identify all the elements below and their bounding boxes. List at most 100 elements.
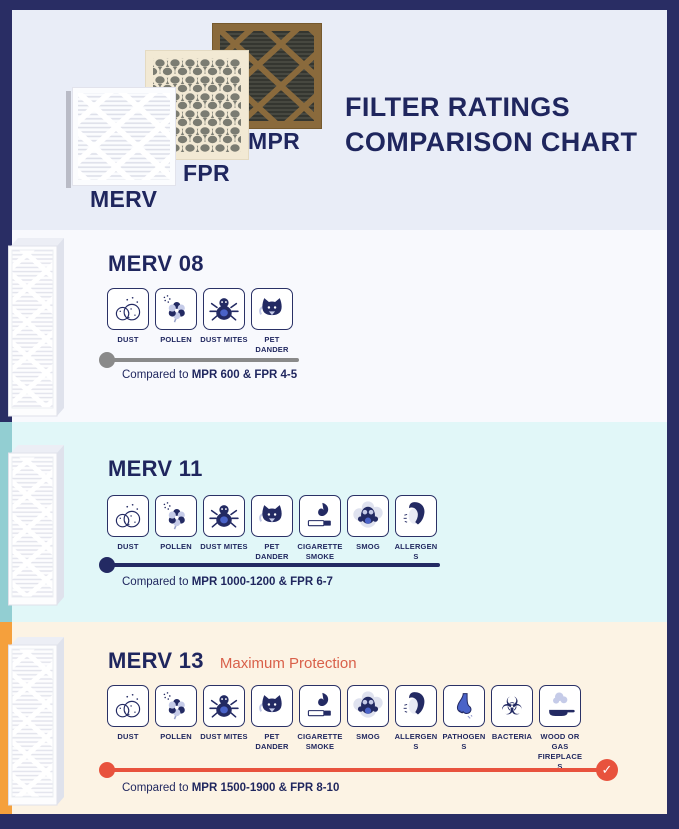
compared-value: MPR 1000-1200 & FPR 6-7 [191,576,333,588]
compared-value: MPR 1500-1900 & FPR 8-10 [191,782,340,794]
merv-filter-image [72,87,176,191]
contaminant-label: ALLERGENS [394,732,438,752]
contaminant-label: PET DANDER [255,335,289,355]
pollen-icon [159,292,193,326]
dust-icon [111,499,145,533]
allergens-icon [399,499,433,533]
section-title: MERV 11 [108,456,203,481]
pet-dander-icon [255,292,289,326]
contaminant-label: DUST MITES [200,542,248,551]
contaminant-icon-box [203,288,245,330]
contaminant-label: PET DANDER [255,542,289,562]
contaminant-label: DUST MITES [200,732,248,741]
page-title-line2: COMPARISON CHART [345,127,638,157]
air-filter-image [8,444,66,611]
compared-prefix: Compared to [122,782,192,794]
contaminant-label: DUST [117,542,139,551]
contaminant-icon-box [539,685,581,727]
contaminant-icon-box: ☣ [491,685,533,727]
compared-text: Compared to MPR 600 & FPR 4-5 [122,369,297,381]
contaminant-label: PATHOGENS [442,732,486,752]
contaminant-item: ALLERGENS [395,685,437,773]
contaminant-icon-box [251,288,293,330]
section-merv-13: MERV 13 Maximum Protection DUST POLLEN DU… [0,622,667,814]
dust-mites-icon [207,292,241,326]
compared-value: MPR 600 & FPR 4-5 [191,369,298,381]
contaminant-item: SMOG [347,685,389,773]
contaminant-item: PET DANDER [251,685,293,773]
contaminant-item: PATHOGENS [443,685,485,773]
page-title: FILTER RATINGS COMPARISON CHART [345,90,637,160]
contaminant-label: BACTERIA [491,732,533,741]
header-left-border [0,10,12,230]
contaminant-item: PET DANDER [251,288,293,355]
contaminant-item: CIGARETTE SMOKE [297,685,342,773]
compared-prefix: Compared to [122,369,192,381]
contaminant-label: POLLEN [160,732,192,741]
slider-dot-icon [99,352,115,368]
contaminant-item: DUST MITES [200,685,248,773]
contaminant-icon-box [155,495,197,537]
merv-label: MERV [90,186,158,212]
merv-filter-edge [66,91,71,188]
dust-icon [111,292,145,326]
slider-track [107,358,299,362]
contaminant-label: CIGARETTE SMOKE [297,542,343,562]
contaminant-icon-box [107,288,149,330]
contaminant-icon-box [395,685,437,727]
smog-icon [351,689,385,723]
contaminant-icon-box [299,685,341,727]
bacteria-icon: ☣ [495,689,529,723]
compared-prefix: Compared to [122,576,192,588]
contaminant-icon-box [251,685,293,727]
contaminant-item: POLLEN [155,495,197,562]
contaminant-icon-box [155,685,197,727]
check-icon: ✓ [596,759,618,781]
contaminant-row: DUST POLLEN DUST MITES PET DANDER CIGARE… [107,495,437,562]
slider-dot-icon [99,557,115,573]
section-subtitle: Maximum Protection [219,655,357,672]
fpr-label: FPR [183,160,230,186]
contaminant-item: ALLERGENS [395,495,437,562]
contaminant-label: DUST [117,335,139,344]
header: MPR FPR [0,10,667,230]
cigarette-smoke-icon [303,499,337,533]
section-heading: MERV 11 [108,456,203,482]
dust-mites-icon [207,689,241,723]
contaminant-icon-box [203,685,245,727]
page-title-line1: FILTER RATINGS [345,92,571,122]
contaminant-icon-box [251,495,293,537]
dust-icon [111,689,145,723]
contaminant-label: POLLEN [160,542,192,551]
contaminant-item: PET DANDER [251,495,293,562]
smog-icon [351,499,385,533]
pathogens-icon [447,689,481,723]
contaminant-item: DUST MITES [200,495,248,562]
contaminant-item: CIGARETTE SMOKE [297,495,343,562]
contaminant-item: DUST [107,288,149,355]
svg-text:☣: ☣ [501,692,523,721]
air-filter-image [8,237,66,422]
contaminant-label: WOOD OR GAS FIREPLACES [537,732,583,772]
contaminant-icon-box [347,685,389,727]
dust-mites-icon [207,499,241,533]
contaminant-item: WOOD OR GAS FIREPLACES [537,685,583,773]
contaminant-item: ☣ BACTERIA [491,685,533,773]
mpr-label: MPR [248,128,301,154]
contaminant-label: DUST MITES [200,335,248,344]
contaminant-icon-box [155,288,197,330]
contaminant-item: POLLEN [155,288,197,355]
contaminant-icon-box [443,685,485,727]
section-merv-11: MERV 11 DUST POLLEN DUST MITES PET DANDE… [0,422,667,622]
contaminant-label: SMOG [356,542,380,551]
slider-track [107,768,607,772]
contaminant-label: SMOG [356,732,380,741]
contaminant-item: DUST MITES [200,288,248,355]
contaminant-label: ALLERGENS [394,542,438,562]
section-heading: MERV 13 Maximum Protection [108,648,357,674]
slider-dot-icon [99,762,115,778]
section-title: MERV 13 [108,648,204,673]
contaminant-icon-box [299,495,341,537]
section-title: MERV 08 [108,251,204,276]
